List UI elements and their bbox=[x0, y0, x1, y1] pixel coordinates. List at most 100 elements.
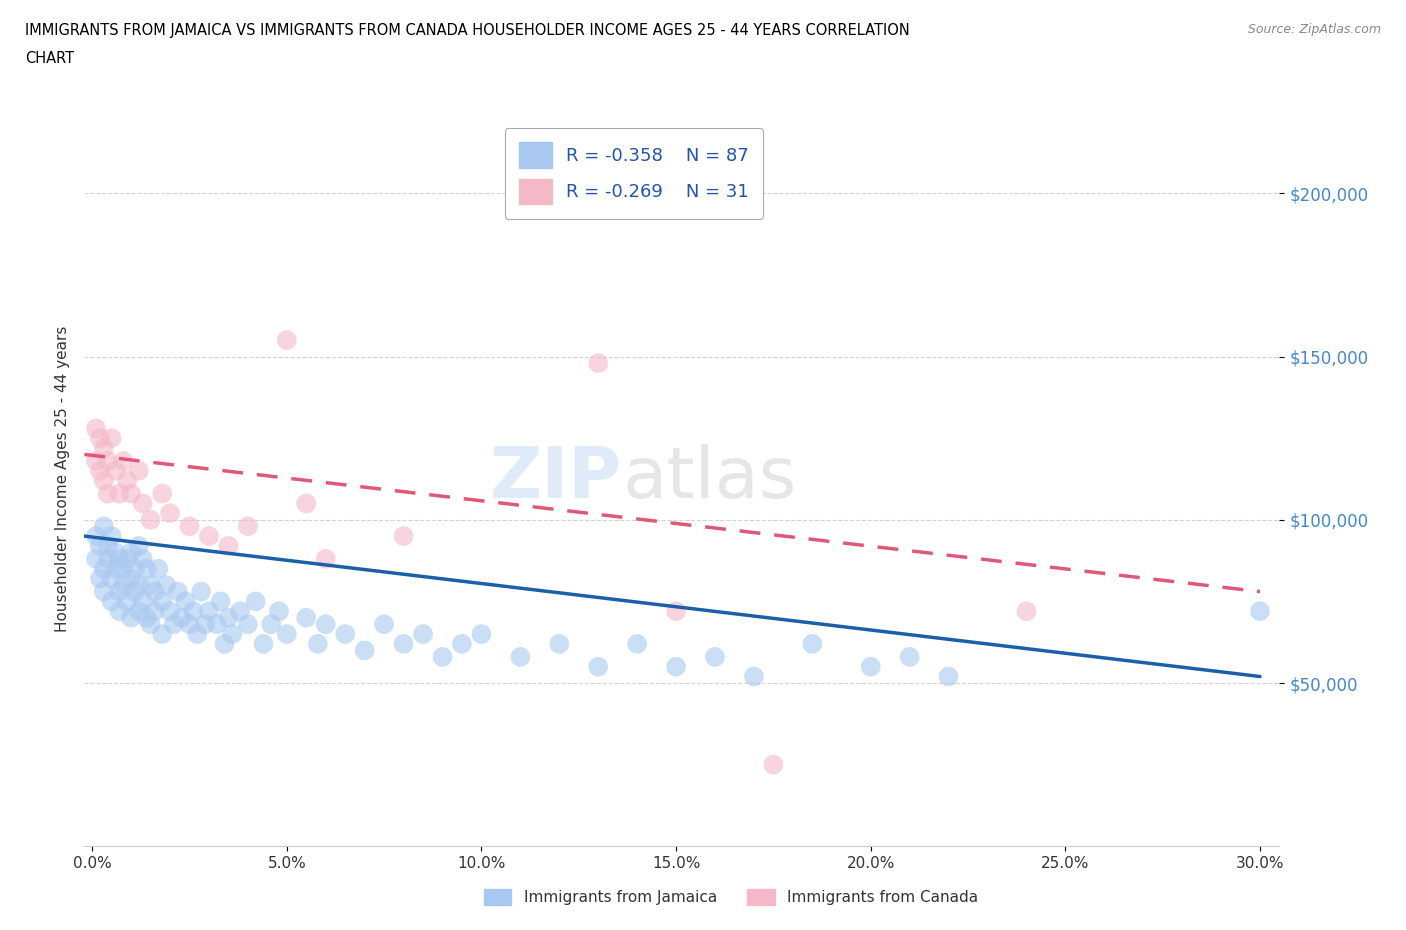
Point bbox=[166, 584, 188, 599]
Point bbox=[938, 669, 960, 684]
Point bbox=[120, 610, 142, 625]
Point bbox=[155, 578, 177, 592]
Point bbox=[392, 636, 415, 651]
Point bbox=[373, 617, 395, 631]
Point bbox=[84, 421, 107, 436]
Point bbox=[801, 636, 824, 651]
Point bbox=[509, 649, 531, 664]
Point bbox=[93, 519, 115, 534]
Point bbox=[89, 463, 111, 478]
Text: ZIP: ZIP bbox=[489, 445, 623, 513]
Point bbox=[295, 610, 318, 625]
Point bbox=[742, 669, 765, 684]
Legend: Immigrants from Jamaica, Immigrants from Canada: Immigrants from Jamaica, Immigrants from… bbox=[478, 883, 984, 911]
Point bbox=[205, 617, 228, 631]
Legend: R = -0.358    N = 87, R = -0.269    N = 31: R = -0.358 N = 87, R = -0.269 N = 31 bbox=[505, 128, 763, 219]
Point bbox=[217, 538, 239, 553]
Point bbox=[626, 636, 648, 651]
Point bbox=[128, 578, 150, 592]
Point bbox=[665, 659, 688, 674]
Text: atlas: atlas bbox=[623, 445, 797, 513]
Point bbox=[104, 463, 127, 478]
Point bbox=[115, 473, 138, 488]
Point bbox=[128, 604, 150, 618]
Point bbox=[120, 571, 142, 586]
Point bbox=[704, 649, 727, 664]
Point bbox=[179, 519, 201, 534]
Point bbox=[229, 604, 252, 618]
Point bbox=[143, 604, 166, 618]
Point bbox=[236, 519, 259, 534]
Point bbox=[84, 551, 107, 566]
Point bbox=[120, 486, 142, 501]
Point bbox=[209, 594, 232, 609]
Point bbox=[104, 545, 127, 560]
Point bbox=[392, 528, 415, 543]
Text: Source: ZipAtlas.com: Source: ZipAtlas.com bbox=[1247, 23, 1381, 36]
Point bbox=[159, 604, 181, 618]
Point bbox=[267, 604, 290, 618]
Point bbox=[762, 757, 785, 772]
Point bbox=[179, 617, 201, 631]
Point bbox=[586, 659, 609, 674]
Point bbox=[143, 584, 166, 599]
Point bbox=[148, 562, 170, 577]
Point bbox=[170, 610, 193, 625]
Point bbox=[470, 627, 492, 642]
Point bbox=[548, 636, 571, 651]
Point bbox=[150, 627, 173, 642]
Point bbox=[451, 636, 474, 651]
Text: IMMIGRANTS FROM JAMAICA VS IMMIGRANTS FROM CANADA HOUSEHOLDER INCOME AGES 25 - 4: IMMIGRANTS FROM JAMAICA VS IMMIGRANTS FR… bbox=[25, 23, 910, 38]
Point bbox=[97, 538, 120, 553]
Point bbox=[139, 512, 162, 527]
Point bbox=[159, 506, 181, 521]
Point bbox=[89, 571, 111, 586]
Point bbox=[295, 496, 318, 511]
Point bbox=[97, 551, 120, 566]
Point bbox=[276, 627, 298, 642]
Text: CHART: CHART bbox=[25, 51, 75, 66]
Point bbox=[307, 636, 329, 651]
Point bbox=[859, 659, 882, 674]
Point bbox=[1249, 604, 1271, 618]
Point bbox=[128, 538, 150, 553]
Point bbox=[214, 636, 236, 651]
Point bbox=[93, 441, 115, 456]
Point bbox=[150, 486, 173, 501]
Point bbox=[93, 562, 115, 577]
Point bbox=[276, 333, 298, 348]
Point bbox=[183, 604, 205, 618]
Point bbox=[124, 584, 146, 599]
Point bbox=[132, 496, 155, 511]
Point bbox=[217, 610, 239, 625]
Point bbox=[84, 528, 107, 543]
Point bbox=[108, 584, 131, 599]
Point bbox=[97, 454, 120, 469]
Point bbox=[115, 551, 138, 566]
Point bbox=[236, 617, 259, 631]
Point bbox=[252, 636, 274, 651]
Point bbox=[112, 578, 135, 592]
Point bbox=[315, 551, 337, 566]
Point bbox=[112, 454, 135, 469]
Point bbox=[139, 578, 162, 592]
Point bbox=[84, 454, 107, 469]
Point bbox=[353, 643, 375, 658]
Point bbox=[586, 355, 609, 370]
Point bbox=[100, 571, 122, 586]
Point bbox=[139, 617, 162, 631]
Point bbox=[128, 463, 150, 478]
Point bbox=[100, 431, 122, 445]
Point bbox=[108, 551, 131, 566]
Point bbox=[898, 649, 921, 664]
Point bbox=[174, 594, 197, 609]
Point bbox=[104, 562, 127, 577]
Point bbox=[186, 627, 208, 642]
Point bbox=[108, 486, 131, 501]
Point bbox=[163, 617, 186, 631]
Point bbox=[198, 528, 221, 543]
Point bbox=[260, 617, 283, 631]
Point bbox=[150, 594, 173, 609]
Point bbox=[108, 604, 131, 618]
Point bbox=[93, 473, 115, 488]
